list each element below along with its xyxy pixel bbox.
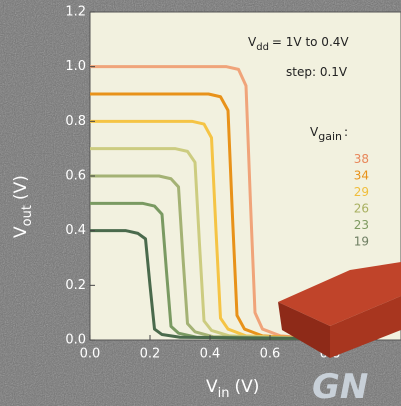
x-tick-label: 0.2 [140, 347, 161, 362]
y-tick-label: 0.0 [65, 333, 86, 348]
gain-colon: : [344, 125, 348, 139]
x-label-unit: (V) [235, 377, 260, 397]
chart: 0.00.20.40.60.80.00.20.40.60.81.01.2 Vdd… [0, 0, 401, 406]
x-label-sub: in [218, 386, 230, 401]
gain-value: 23 [354, 218, 369, 232]
page: {"chart_data": { "type": "line", "xlim":… [0, 0, 401, 406]
y-label-sub: out [20, 205, 35, 226]
gain-sub: gain [318, 130, 342, 143]
y-tick-label: 1.0 [65, 59, 86, 74]
y-label-symbol: V [11, 226, 31, 238]
gain-value: 38 [354, 152, 369, 166]
step-label: step: 0.1V [286, 65, 348, 79]
gain-value: 19 [354, 235, 369, 249]
x-tick-label: 0.4 [200, 347, 221, 362]
gain-value: 29 [354, 185, 369, 199]
y-tick-label: 0.4 [65, 223, 86, 238]
y-label-unit: (V) [11, 175, 31, 200]
y-tick-label: 0.2 [65, 278, 86, 293]
y-tick-label: 0.8 [65, 114, 86, 129]
gain-value: 34 [354, 169, 369, 183]
x-tick-label: 0.6 [260, 347, 281, 362]
gain-value: 26 [354, 202, 369, 216]
vdd-sub: dd [256, 42, 269, 53]
vdd-text: = 1V to 0.4V [272, 35, 349, 49]
x-tick-label: 0.0 [80, 347, 101, 362]
y-tick-label: 0.6 [65, 169, 86, 184]
watermark: GN [312, 367, 368, 406]
x-label-symbol: V [206, 377, 218, 397]
y-tick-label: 1.2 [65, 5, 86, 20]
